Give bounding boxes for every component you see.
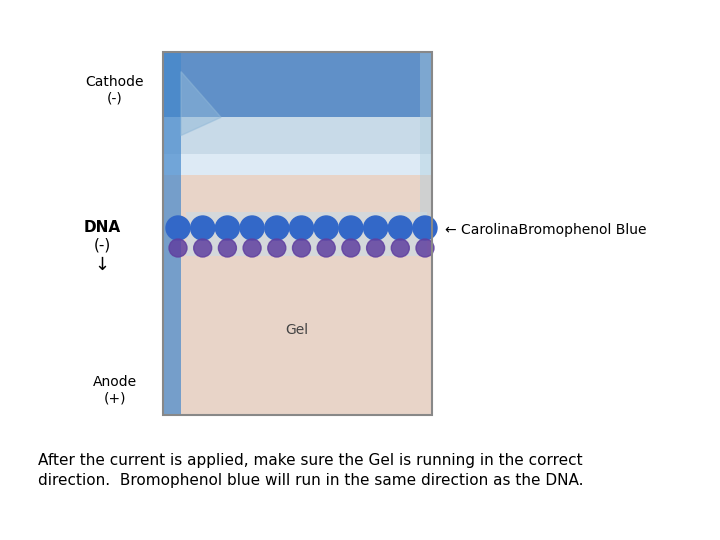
Circle shape — [364, 216, 387, 240]
Circle shape — [240, 216, 264, 240]
Circle shape — [318, 239, 336, 257]
Bar — [163, 117, 432, 154]
Circle shape — [388, 216, 413, 240]
Circle shape — [289, 216, 313, 240]
Circle shape — [342, 239, 360, 257]
Bar — [163, 52, 432, 415]
Circle shape — [243, 239, 261, 257]
Circle shape — [339, 216, 363, 240]
Bar — [163, 154, 432, 176]
Text: (-): (-) — [94, 238, 111, 253]
Text: Cathode: Cathode — [86, 75, 144, 89]
Text: Anode: Anode — [93, 375, 137, 389]
Bar — [186, 212, 427, 256]
Text: DNA: DNA — [84, 220, 120, 235]
Circle shape — [191, 216, 215, 240]
Text: After the current is applied, make sure the Gel is running in the correct: After the current is applied, make sure … — [38, 453, 582, 468]
Text: Gel: Gel — [285, 323, 309, 337]
Circle shape — [413, 216, 437, 240]
Bar — [163, 52, 432, 117]
Text: (-): (-) — [107, 91, 123, 105]
Bar — [163, 176, 432, 415]
Polygon shape — [181, 72, 221, 136]
Circle shape — [391, 239, 409, 257]
Circle shape — [366, 239, 384, 257]
Circle shape — [268, 239, 286, 257]
Circle shape — [416, 239, 434, 257]
Circle shape — [218, 239, 236, 257]
Circle shape — [292, 239, 310, 257]
Circle shape — [265, 216, 289, 240]
Bar — [420, 52, 432, 233]
Text: ← CarolinaBromophenol Blue: ← CarolinaBromophenol Blue — [445, 223, 647, 237]
Circle shape — [194, 239, 212, 257]
Circle shape — [166, 216, 190, 240]
Circle shape — [169, 239, 187, 257]
Text: direction.  Bromophenol blue will run in the same direction as the DNA.: direction. Bromophenol blue will run in … — [38, 473, 583, 488]
Circle shape — [215, 216, 239, 240]
Text: ↓: ↓ — [94, 256, 109, 274]
Bar — [163, 52, 181, 415]
Circle shape — [314, 216, 338, 240]
Text: (+): (+) — [104, 391, 126, 405]
